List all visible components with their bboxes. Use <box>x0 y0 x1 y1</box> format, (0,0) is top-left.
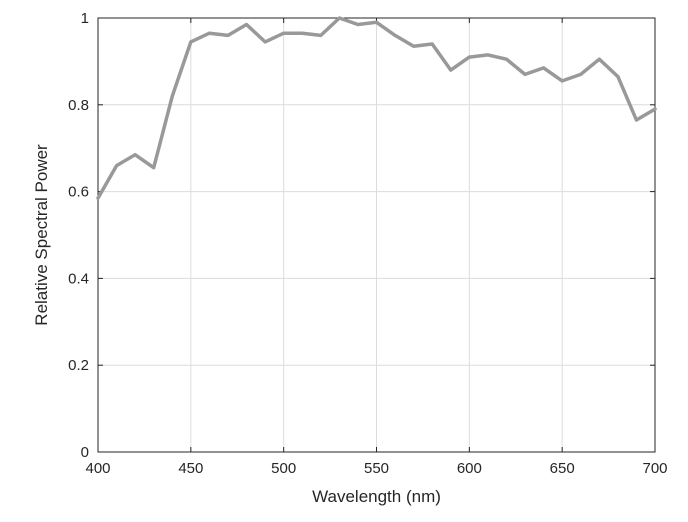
x-tick-label: 500 <box>271 460 296 477</box>
x-tick-label: 450 <box>178 460 203 477</box>
y-tick-label: 0.2 <box>68 357 89 374</box>
axis-ticks: 400 450 500 550 600 650 700 0 0.2 0.4 0.6 0.8 1 <box>68 10 667 477</box>
x-tick-label: 600 <box>457 460 482 477</box>
y-tick-label: 1 <box>81 10 89 27</box>
y-tick-label: 0 <box>81 444 89 461</box>
y-tick-label: 0.4 <box>68 270 89 287</box>
y-tick-label: 0.8 <box>68 97 89 114</box>
x-tick-label: 400 <box>85 460 110 477</box>
x-tick-label: 700 <box>642 460 667 477</box>
y-tick-label: 0.6 <box>68 184 89 201</box>
x-tick-label: 550 <box>364 460 389 477</box>
grid <box>98 18 655 452</box>
x-axis-label: Wavelength (nm) <box>312 487 441 506</box>
y-axis-label: Relative Spectral Power <box>32 144 51 326</box>
x-tick-label: 650 <box>550 460 575 477</box>
